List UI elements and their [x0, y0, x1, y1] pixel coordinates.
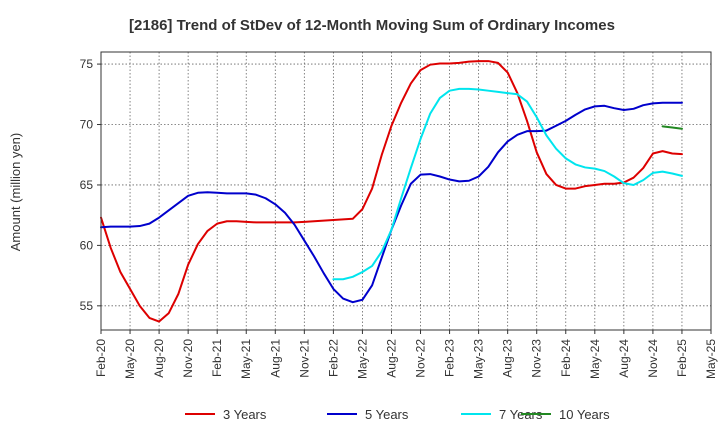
x-ticks: Feb-20 May-20 Aug-20 Nov-20 Feb-21 May-21 Aug-…: [94, 330, 718, 379]
x-tick-label: May-23: [472, 339, 486, 379]
plot-area-border: [100, 51, 712, 331]
series-line-7-years: [332, 87, 683, 281]
y-tick-label: 55: [80, 299, 94, 313]
x-tick-label: Nov-23: [530, 339, 544, 378]
x-tick-label: Aug-24: [617, 339, 631, 378]
x-tick-label: Nov-21: [297, 339, 311, 378]
y-tick-label: 65: [80, 178, 94, 192]
x-tick-label: Nov-20: [181, 339, 195, 378]
x-tick-label: Aug-21: [268, 339, 282, 378]
legend-label: 5 Years: [365, 407, 409, 422]
y-ticks: 55 60 65 70 75: [80, 57, 101, 313]
x-tick-label: Aug-20: [152, 339, 166, 378]
legend-label: 7 Years: [499, 407, 543, 422]
x-tick-label: Aug-23: [501, 339, 515, 378]
legend-label: 3 Years: [223, 407, 267, 422]
x-tick-label: May-21: [239, 339, 253, 379]
legend: 3 Years 5 Years 7 Years 10 Years: [185, 407, 610, 422]
series-line-10-years: [661, 125, 683, 130]
y-tick-label: 60: [80, 238, 94, 252]
x-tick-label: Feb-21: [210, 339, 224, 377]
x-tick-label: Nov-22: [414, 339, 428, 378]
x-tick-label: Feb-24: [559, 339, 573, 377]
legend-label: 10 Years: [559, 407, 610, 422]
x-tick-label: Feb-23: [443, 339, 457, 377]
y-tick-label: 75: [80, 57, 94, 71]
x-tick-label: Feb-22: [326, 339, 340, 377]
series-line-3-years: [100, 60, 683, 323]
x-tick-label: May-25: [704, 339, 718, 379]
x-tick-label: Nov-24: [646, 339, 660, 378]
y-axis-label: Amount (million yen): [8, 133, 23, 252]
y-tick-label: 70: [80, 118, 94, 132]
x-tick-label: Aug-22: [384, 339, 398, 378]
x-tick-label: May-22: [355, 339, 369, 379]
x-tick-label: May-24: [588, 339, 602, 379]
x-tick-label: May-20: [123, 339, 137, 379]
series-lines: [100, 60, 683, 323]
chart-title: [2186] Trend of StDev of 12-Month Moving…: [129, 17, 615, 34]
x-tick-label: Feb-25: [675, 339, 689, 377]
x-tick-label: Feb-20: [94, 339, 108, 377]
